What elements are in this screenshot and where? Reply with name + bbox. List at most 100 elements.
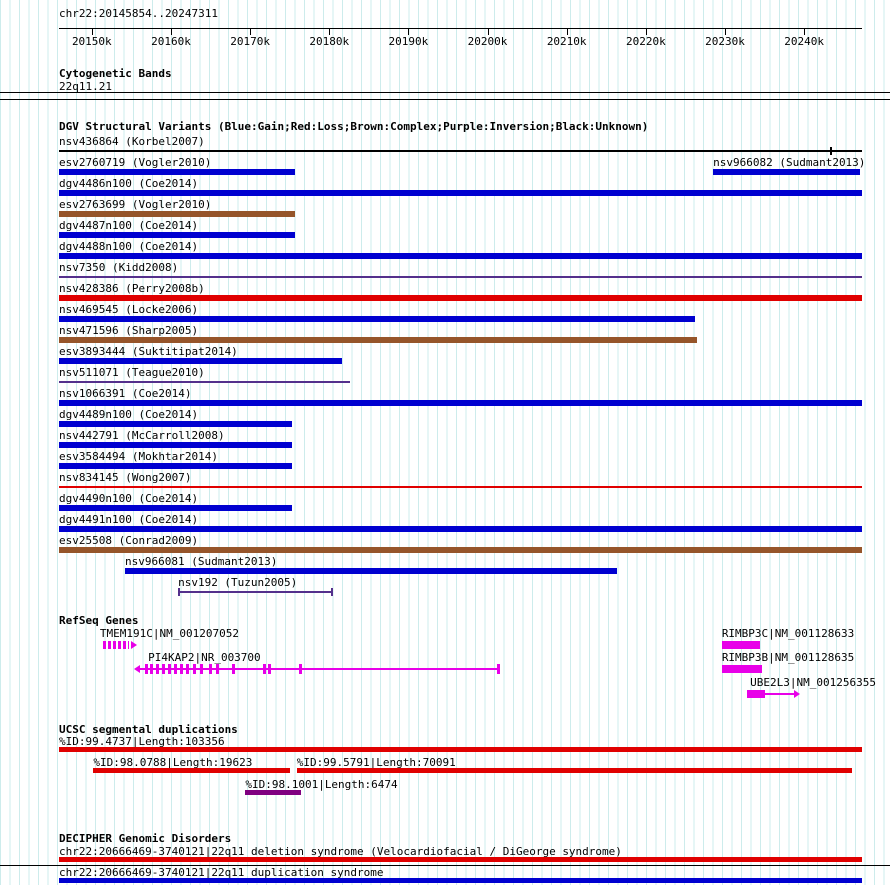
variant-bar[interactable] <box>59 169 296 175</box>
variant-bar[interactable] <box>59 253 862 259</box>
gene-exon <box>150 664 154 674</box>
variant-bar[interactable] <box>59 295 862 301</box>
disorder-label[interactable]: chr22:20666469-3740121|22q11 duplication… <box>59 866 384 879</box>
segdup-label[interactable]: %ID:99.5791|Length:70091 <box>296 756 456 769</box>
variant-label[interactable]: nsv469545 (Locke2006) <box>59 303 199 316</box>
variant-line[interactable] <box>59 276 862 278</box>
variant-bar[interactable] <box>59 358 342 364</box>
disorder-bar[interactable] <box>59 857 862 862</box>
segdup-bar[interactable] <box>245 790 301 795</box>
variant-label[interactable]: nsv966082 (Sudmant2013) <box>713 156 866 169</box>
gene-label[interactable]: RIMBP3B|NM_001128635 <box>721 651 855 664</box>
gene-exon <box>262 664 266 674</box>
variant-label[interactable]: nsv442791 (McCarroll2008) <box>59 429 225 442</box>
gene-strand-arrow <box>130 641 137 649</box>
segdup-label[interactable]: %ID:98.0788|Length:19623 <box>93 756 253 769</box>
gene-exon <box>186 664 190 674</box>
gene-exon <box>173 664 177 674</box>
ruler-tick-label: 20240k <box>784 35 824 48</box>
variant-label[interactable]: esv3584494 (Mokhtar2014) <box>59 450 218 463</box>
gene-exon <box>145 664 149 674</box>
variant-bar[interactable] <box>125 568 618 574</box>
section-title-segdup: UCSC segmental duplications <box>59 723 238 736</box>
variant-bar[interactable] <box>59 316 695 322</box>
variant-label[interactable]: nsv471596 (Sharp2005) <box>59 324 199 337</box>
variant-label[interactable]: esv25508 (Conrad2009) <box>59 534 199 547</box>
variant-label[interactable]: dgv4487n100 (Coe2014) <box>59 219 199 232</box>
segdup-label[interactable]: %ID:98.1001|Length:6474 <box>245 778 398 791</box>
gene-label[interactable]: TMEM191C|NM_001207052 <box>99 627 239 640</box>
variant-line[interactable] <box>178 591 334 593</box>
variant-label[interactable]: dgv4490n100 (Coe2014) <box>59 492 199 505</box>
segdup-label[interactable]: %ID:99.4737|Length:103356 <box>59 735 225 748</box>
gene-label[interactable]: RIMBP3C|NM_001128633 <box>721 627 855 640</box>
variant-label[interactable]: esv3893444 (Suktitipat2014) <box>59 345 238 358</box>
gene-exon <box>232 664 236 674</box>
ruler-tick-label: 20210k <box>546 35 587 48</box>
ruler-tick <box>91 28 93 35</box>
gene-box[interactable] <box>747 690 766 698</box>
variant-label[interactable]: nsv192 (Tuzun2005) <box>178 576 298 589</box>
gene-exon <box>208 664 212 674</box>
variant-label[interactable]: nsv428386 (Perry2008b) <box>59 282 205 295</box>
gene-exons[interactable] <box>102 641 129 649</box>
variant-label[interactable]: esv2760719 (Vogler2010) <box>59 156 212 169</box>
variant-bar[interactable] <box>59 337 698 343</box>
variant-bar[interactable] <box>59 421 293 427</box>
position-label: chr22:20145854..20247311 <box>59 7 218 20</box>
variant-label[interactable]: nsv7350 (Kidd2008) <box>59 261 179 274</box>
variant-line[interactable] <box>59 150 862 152</box>
variant-bar[interactable] <box>713 169 861 175</box>
variant-bar[interactable] <box>59 211 296 217</box>
segdup-bar[interactable] <box>59 747 862 752</box>
ruler-tick-label: 20160k <box>151 35 191 48</box>
variant-bar[interactable] <box>59 547 862 553</box>
ruler-line <box>59 28 862 29</box>
variant-bar[interactable] <box>59 505 293 511</box>
gene-exon <box>168 664 172 674</box>
variant-label[interactable]: nsv966081 (Sudmant2013) <box>125 555 278 568</box>
gene-exon <box>299 664 303 674</box>
ruler-tick-label: 20150k <box>71 35 112 48</box>
variant-bar[interactable] <box>59 232 296 238</box>
gene-exon <box>200 664 204 674</box>
gene-exon <box>193 664 197 674</box>
variant-label[interactable]: nsv511071 (Teague2010) <box>59 366 205 379</box>
variant-line[interactable] <box>59 381 350 383</box>
section-title-cytobands: Cytogenetic Bands <box>59 67 172 80</box>
gene-label[interactable]: UBE2L3|NM_001256355 <box>750 676 876 689</box>
variant-label[interactable]: esv2763699 (Vogler2010) <box>59 198 212 211</box>
section-title-decipher: DECIPHER Genomic Disorders <box>59 832 232 845</box>
ruler-tick-label: 20220k <box>625 35 666 48</box>
ruler-tick-label: 20190k <box>388 35 429 48</box>
variant-label[interactable]: dgv4489n100 (Coe2014) <box>59 408 199 421</box>
variant-line-cap <box>178 588 181 596</box>
variant-bar[interactable] <box>59 526 862 532</box>
variant-label[interactable]: nsv436864 (Korbel2007) <box>59 135 205 148</box>
variant-bar[interactable] <box>59 400 862 406</box>
segdup-bar[interactable] <box>296 768 852 773</box>
variant-label[interactable]: nsv834145 (Wong2007) <box>59 471 192 484</box>
track-separator <box>0 865 890 866</box>
disorder-bar[interactable] <box>59 878 862 883</box>
variant-label[interactable]: dgv4491n100 (Coe2014) <box>59 513 199 526</box>
ruler-tick <box>329 28 331 35</box>
gene-box[interactable] <box>721 641 760 649</box>
gene-strand-arrow <box>794 690 801 698</box>
variant-bar[interactable] <box>59 442 293 448</box>
variant-bar[interactable] <box>59 463 293 469</box>
variant-label[interactable]: dgv4488n100 (Coe2014) <box>59 240 199 253</box>
ruler-tick-label: 20180k <box>309 35 350 48</box>
gene-exon <box>180 664 184 674</box>
gene-intron-line[interactable] <box>140 668 501 670</box>
variant-label[interactable]: dgv4486n100 (Coe2014) <box>59 177 199 190</box>
variant-line[interactable] <box>59 486 862 488</box>
variant-label[interactable]: nsv1066391 (Coe2014) <box>59 387 192 400</box>
gene-exon <box>496 664 500 674</box>
gene-box[interactable] <box>721 665 763 673</box>
segdup-bar[interactable] <box>93 768 290 773</box>
gene-label[interactable]: PI4KAP2|NR_003700 <box>148 651 261 664</box>
variant-bar[interactable] <box>59 190 862 196</box>
disorder-label[interactable]: chr22:20666469-3740121|22q11 deletion sy… <box>59 845 622 858</box>
